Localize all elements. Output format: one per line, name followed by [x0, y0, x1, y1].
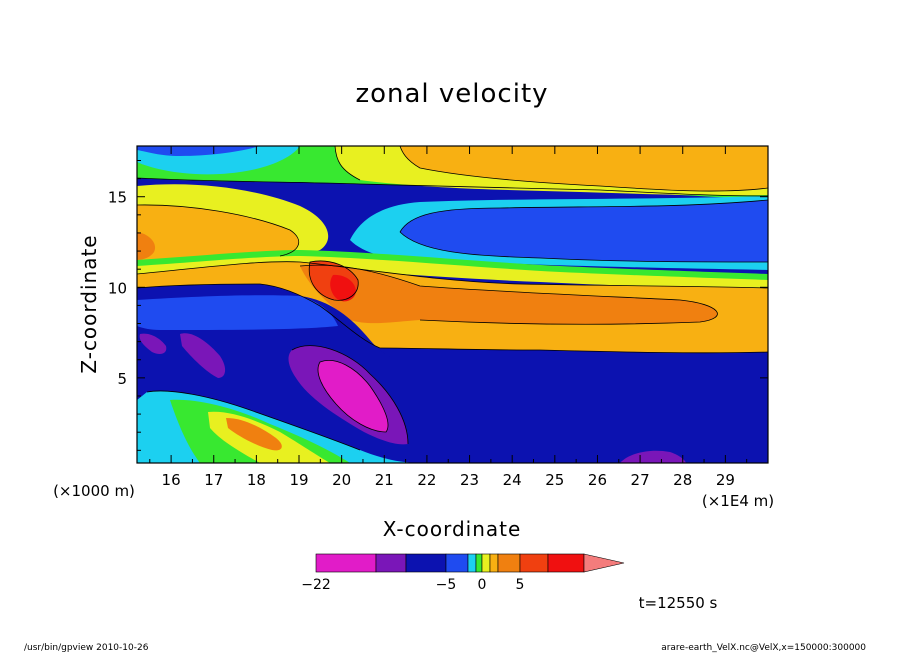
colorbar-segment [497, 553, 521, 573]
x-tick-label: 19 [289, 471, 308, 489]
contour-lines [137, 146, 768, 451]
purple-blob-west [139, 333, 167, 354]
x-tick-label: 29 [716, 471, 735, 489]
colorbar-label: 5 [516, 577, 525, 593]
colorbar-label: −22 [301, 577, 331, 593]
colorbar-segment [489, 553, 499, 573]
y-unit-label: (×1000 m) [53, 482, 135, 500]
x-tick-label: 24 [503, 471, 522, 489]
x-tick-label: 17 [204, 471, 223, 489]
footer-right: arare-earth_VelX.nc@VelX,x=150000:300000 [661, 643, 866, 653]
x-tick-label: 25 [545, 471, 564, 489]
colorbar-segment [547, 553, 585, 573]
y-tick-label: 10 [108, 279, 127, 297]
colorbar-label: 0 [478, 577, 487, 593]
y-axis-label: Z-coordinate [77, 234, 101, 373]
colorbar-segment [467, 553, 477, 573]
x-unit-label: (×1E4 m) [702, 492, 774, 510]
x-axis-label: X-coordinate [383, 517, 522, 541]
x-tick-label: 23 [460, 471, 479, 489]
lower-blue-strip [137, 295, 338, 330]
x-tick-label: 27 [631, 471, 650, 489]
colorbar-segment [405, 553, 447, 573]
x-tick-label: 16 [162, 471, 181, 489]
colorbar-segment [519, 553, 549, 573]
magenta-minimum [317, 360, 389, 432]
x-tick-label: 20 [332, 471, 351, 489]
upper-orange-region [400, 146, 768, 192]
purple-blob-mid [180, 333, 226, 378]
chart-title: zonal velocity [355, 79, 548, 109]
colorbar-segment [375, 553, 407, 573]
time-label: t=12550 s [639, 594, 718, 612]
colorbar-label: −5 [436, 577, 457, 593]
westerly-jet-inner [300, 265, 718, 325]
footer-left: /usr/bin/gpview 2010-10-26 [24, 643, 149, 653]
contour-field [137, 146, 768, 463]
left-orange-core [137, 232, 156, 260]
x-tick-label: 22 [417, 471, 436, 489]
lower-orange-patch [226, 418, 282, 451]
axis-ticks: 16 17 18 19 20 21 22 23 24 25 26 27 28 29 5 10 15 [108, 146, 768, 489]
jet-core-red [330, 274, 356, 302]
upper-blue-left [137, 146, 260, 156]
colorbar-segment [315, 553, 377, 573]
upper-blue-jet [400, 200, 768, 262]
x-tick-label: 18 [247, 471, 266, 489]
plot-frame [136, 145, 769, 464]
colorbar-segment [481, 553, 491, 573]
y-tick-label: 5 [117, 370, 127, 388]
y-tick-label: 15 [108, 189, 127, 207]
x-tick-label: 21 [375, 471, 394, 489]
colorbar-extend-arrow [583, 553, 625, 573]
colorbar-segment [475, 553, 483, 573]
colorbar-segment [445, 553, 469, 573]
colorbar: −22 −5 0 5 [301, 553, 625, 593]
purple-blob-southeast [620, 450, 686, 463]
x-tick-label: 28 [673, 471, 692, 489]
x-tick-label: 26 [588, 471, 607, 489]
